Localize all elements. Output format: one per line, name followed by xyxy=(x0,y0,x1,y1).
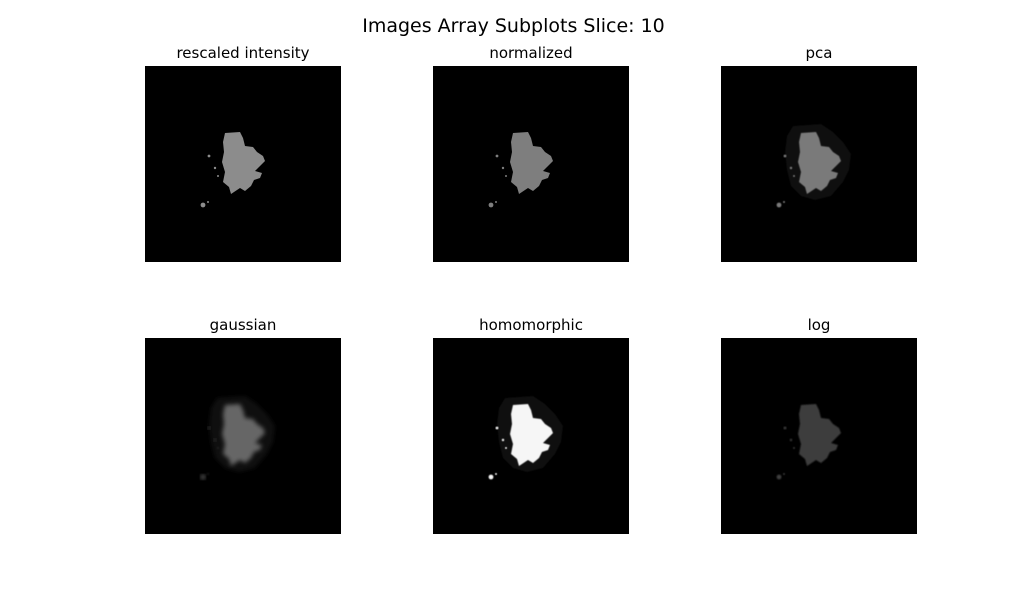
mri-slice-drawing xyxy=(721,66,917,262)
mri-slice-drawing xyxy=(433,338,629,534)
tissue-speck xyxy=(488,202,494,208)
subplot-gaussian: gaussian xyxy=(145,316,341,534)
mri-slice-image xyxy=(433,338,629,534)
tissue-speck xyxy=(505,175,507,177)
subplot-log: log xyxy=(721,316,917,534)
tissue-speck xyxy=(217,447,219,449)
subplot-title: pca xyxy=(805,44,833,62)
tissue-speck xyxy=(495,154,499,158)
mri-slice-image xyxy=(145,338,341,534)
mri-slice-image xyxy=(721,66,917,262)
tissue-speck xyxy=(207,201,209,203)
tissue-speck xyxy=(783,201,785,203)
tissue-region xyxy=(798,132,841,194)
subplot-title: homomorphic xyxy=(479,316,583,334)
mri-slice-image xyxy=(145,66,341,262)
tissue-speck xyxy=(207,473,209,475)
mri-slice-image xyxy=(433,66,629,262)
tissue-speck xyxy=(495,426,499,430)
mri-slice-drawing xyxy=(721,338,917,534)
tissue-region xyxy=(510,132,553,194)
tissue-speck xyxy=(207,426,211,430)
tissue-speck xyxy=(501,438,505,442)
tissue-region xyxy=(798,404,841,466)
subplot-title: rescaled intensity xyxy=(176,44,310,62)
mri-slice-drawing xyxy=(145,66,341,262)
figure-title: Images Array Subplots Slice: 10 xyxy=(362,15,665,37)
mri-slice-drawing xyxy=(433,66,629,262)
tissue-region xyxy=(222,404,265,466)
tissue-speck xyxy=(495,473,497,475)
tissue-speck xyxy=(783,154,787,158)
tissue-speck xyxy=(200,202,206,208)
tissue-speck xyxy=(789,166,793,170)
subplot-normalized: normalized xyxy=(433,44,629,262)
subplot-pca: pca xyxy=(721,44,917,262)
subplot-homomorphic: homomorphic xyxy=(433,316,629,534)
tissue-speck xyxy=(793,175,795,177)
tissue-speck xyxy=(776,202,782,208)
tissue-speck xyxy=(200,474,206,480)
tissue-speck xyxy=(213,438,217,442)
tissue-speck xyxy=(213,166,217,170)
subplot-rescaled-intensity: rescaled intensity xyxy=(145,44,341,262)
tissue-speck xyxy=(207,154,211,158)
tissue-speck xyxy=(488,474,494,480)
mri-slice-image xyxy=(721,338,917,534)
tissue-speck xyxy=(793,447,795,449)
tissue-region xyxy=(510,404,553,466)
mri-slice-drawing xyxy=(145,338,341,534)
tissue-speck xyxy=(217,175,219,177)
tissue-speck xyxy=(501,166,505,170)
tissue-speck xyxy=(776,474,782,480)
tissue-speck xyxy=(495,201,497,203)
subplot-title: normalized xyxy=(489,44,573,62)
tissue-speck xyxy=(783,473,785,475)
subplot-title: log xyxy=(807,316,831,334)
tissue-region xyxy=(222,132,265,194)
tissue-speck xyxy=(789,438,793,442)
subplot-title: gaussian xyxy=(209,316,277,334)
tissue-speck xyxy=(783,426,787,430)
tissue-speck xyxy=(505,447,507,449)
